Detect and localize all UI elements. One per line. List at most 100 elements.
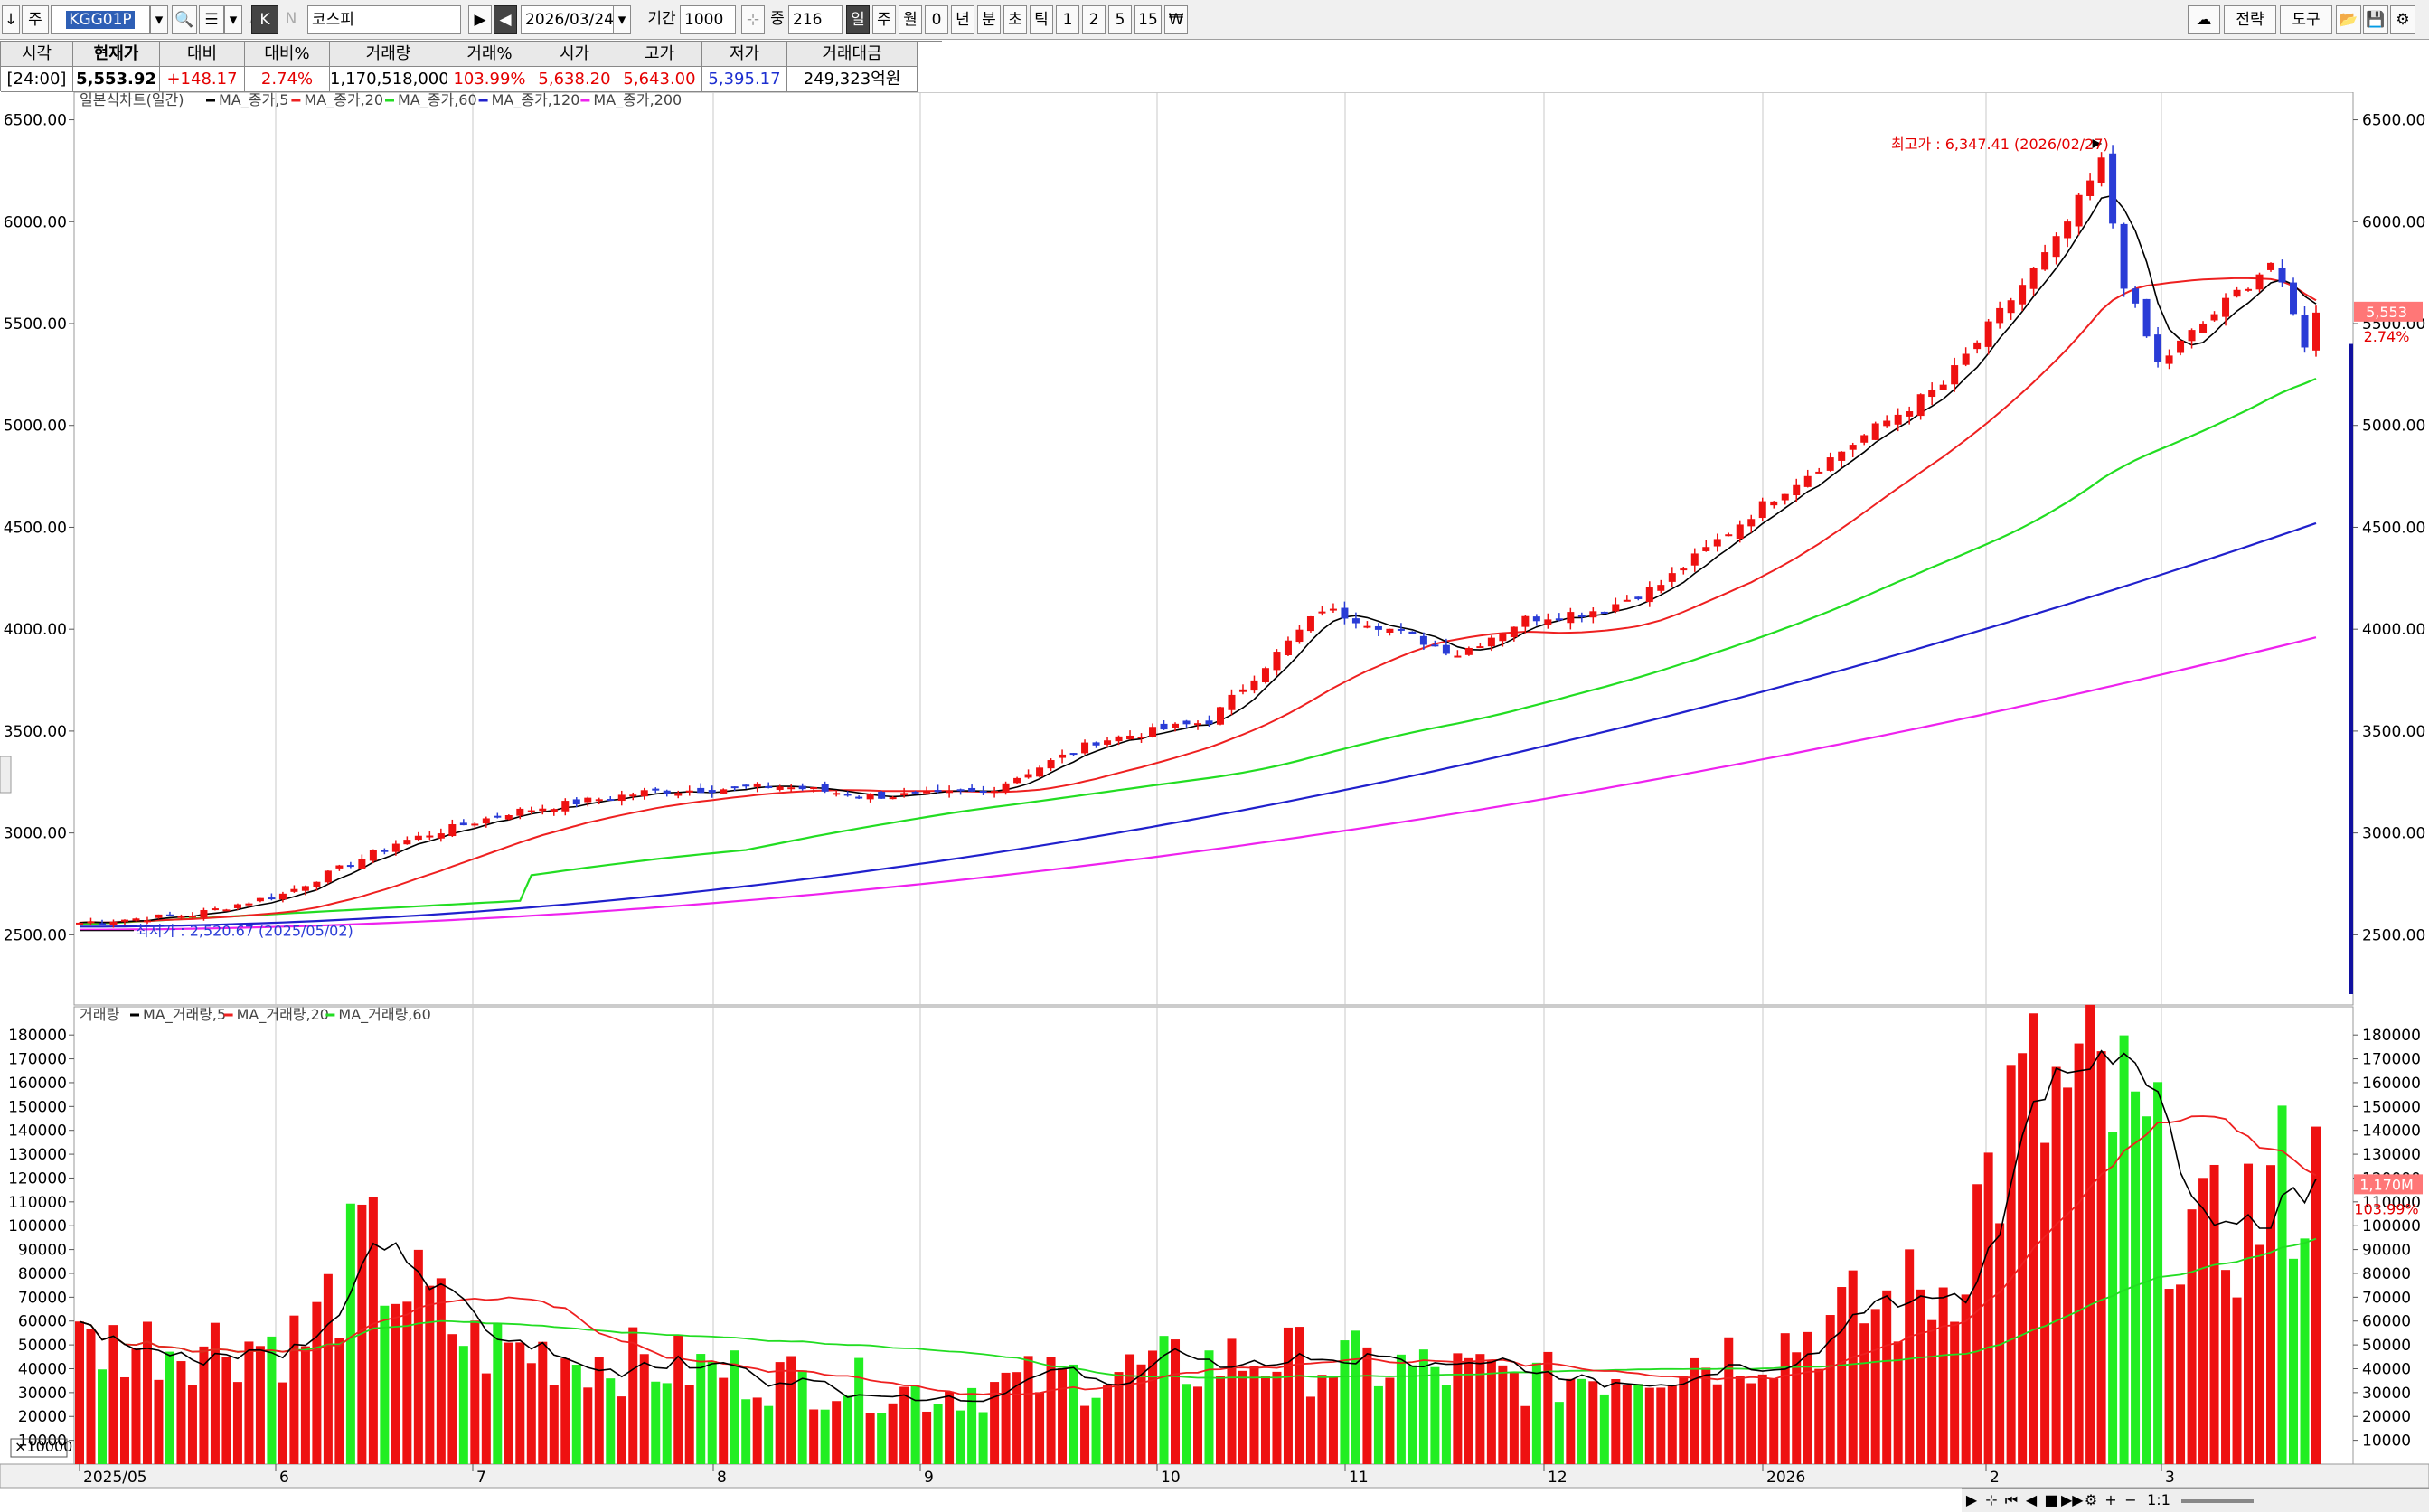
interval-button[interactable]: 초 (1003, 5, 1027, 34)
date-input[interactable]: 2026/03/24 (521, 5, 615, 34)
candle-body (278, 893, 287, 900)
price-legend-item: MA_종가,20 (304, 92, 383, 109)
prev-icon[interactable]: ◀ (494, 5, 517, 34)
volume-bar (651, 1381, 661, 1464)
candle-body (2097, 157, 2105, 183)
date-dropdown-icon[interactable]: ▾ (613, 5, 631, 34)
interval-button[interactable]: 월 (899, 5, 922, 34)
quote-header: 현재가 (73, 42, 160, 67)
volume-axis-label-left: 70000 (18, 1289, 67, 1307)
volume-bar (1238, 1370, 1247, 1464)
candle-body (1634, 596, 1643, 599)
volume-axis-label-left: 30000 (18, 1385, 67, 1403)
interval-button[interactable]: 주 (872, 5, 896, 34)
volume-bar (922, 1411, 932, 1464)
config-icon[interactable]: ⚙ (2084, 1491, 2098, 1508)
volume-bar (1486, 1360, 1496, 1464)
volume-bar (1453, 1353, 1463, 1464)
interval-button[interactable]: 일 (846, 5, 870, 34)
candle-body (1928, 390, 1936, 398)
volume-bar (1362, 1347, 1372, 1464)
quote-value: 5,643.00 (617, 67, 702, 92)
candle-body (165, 914, 174, 916)
prev-icon[interactable]: ◀ (2025, 1491, 2038, 1508)
candle-body (1612, 604, 1620, 612)
volume-bar (673, 1335, 683, 1464)
name-input[interactable]: 코스피 (307, 5, 461, 34)
down-arrow-icon[interactable]: ↓ (2, 5, 20, 34)
interval-button[interactable]: 2 (1082, 5, 1106, 34)
volume-bar (1712, 1384, 1722, 1464)
gear-icon[interactable]: ⚙ (2390, 5, 2415, 34)
code-input[interactable]: KGG01P (51, 5, 150, 34)
save-icon[interactable]: 💾 (2363, 5, 2388, 34)
cloud-icon[interactable]: ☁ (2188, 5, 2220, 34)
volume-bar (108, 1325, 118, 1464)
volume-bar (820, 1409, 830, 1464)
candle-body (2199, 323, 2208, 333)
interval-button[interactable]: ₩ (1164, 5, 1188, 34)
next-icon[interactable]: ▶▶ (2061, 1491, 2084, 1508)
interval-button[interactable]: 년 (951, 5, 974, 34)
first-icon[interactable]: ⏮ (2004, 1491, 2019, 1508)
candle-body (2109, 153, 2117, 224)
candle-body (889, 797, 897, 800)
candle-body (290, 888, 298, 892)
k-button[interactable]: K (251, 5, 278, 34)
volume-bar (1396, 1354, 1406, 1464)
count-input[interactable]: 216 (788, 5, 843, 34)
interval-button[interactable]: 15 (1134, 5, 1162, 34)
n-button[interactable]: N (285, 10, 297, 28)
minus-icon[interactable]: − (2124, 1491, 2137, 1508)
quote-table: 시각 [24:00] 현재가 5,553.92 대비 +148.17 대비% 2.74% 거래량… (0, 41, 942, 92)
candle-body (448, 824, 457, 837)
candle-body (1172, 723, 1180, 728)
candle-body (2132, 288, 2140, 304)
x-axis-label: 7 (476, 1469, 486, 1487)
volume-bar (719, 1377, 729, 1464)
volume-axis-label-left: 130000 (8, 1146, 67, 1164)
candle-body (403, 840, 411, 845)
tools-button[interactable]: 도구 (2280, 5, 2332, 34)
list-icon[interactable]: ☰ (199, 5, 224, 34)
scroll-right-icon[interactable]: ▶ (1965, 1491, 1978, 1508)
high-arrow-head (2092, 138, 2102, 148)
volume-axis-label-right: 40000 (2362, 1360, 2411, 1378)
volume-bar (1554, 1402, 1564, 1464)
volume-bar (1498, 1365, 1508, 1464)
candle-body (516, 808, 524, 816)
period-input[interactable]: 1000 (680, 5, 736, 34)
interval-button[interactable]: 0 (925, 5, 948, 34)
folder-icon[interactable]: 📂 (2336, 5, 2361, 34)
volume-bar (2176, 1284, 2186, 1464)
candle-body (2165, 355, 2173, 364)
market-select[interactable]: 주 (22, 5, 49, 34)
candle-body (414, 835, 422, 841)
interval-button[interactable]: 5 (1108, 5, 1132, 34)
stop-icon[interactable]: ■ (2044, 1491, 2058, 1508)
volume-ma60-line (79, 1237, 2317, 1379)
volume-bar (1373, 1385, 1383, 1464)
code-dropdown-icon[interactable]: ▾ (150, 5, 168, 34)
interval-button[interactable]: 분 (977, 5, 1001, 34)
zoom-slider[interactable] (2177, 1489, 2258, 1511)
candle-body (866, 794, 874, 800)
crosshair-icon[interactable]: ⊹ (741, 5, 765, 34)
strategy-button[interactable]: 전략 (2224, 5, 2276, 34)
volume-bar (413, 1249, 423, 1464)
next-icon[interactable]: ▶ (468, 5, 492, 34)
interval-button[interactable]: 1 (1056, 5, 1079, 34)
candle-body (1126, 735, 1134, 740)
volume-bar (549, 1385, 559, 1464)
plus-icon[interactable]: + (2104, 1491, 2117, 1508)
candle-body (833, 793, 841, 795)
volume-bar (526, 1363, 536, 1464)
search-icon[interactable]: 🔍 (172, 5, 197, 34)
volume-bar (391, 1303, 400, 1464)
candle-body (211, 908, 219, 911)
interval-button[interactable]: 틱 (1030, 5, 1053, 34)
zoom-icon[interactable]: ⊹ (1985, 1491, 1998, 1508)
volume-bar (368, 1197, 378, 1464)
price-axis-label-left: 4000.00 (4, 621, 67, 639)
list-dropdown-icon[interactable]: ▾ (224, 5, 242, 34)
